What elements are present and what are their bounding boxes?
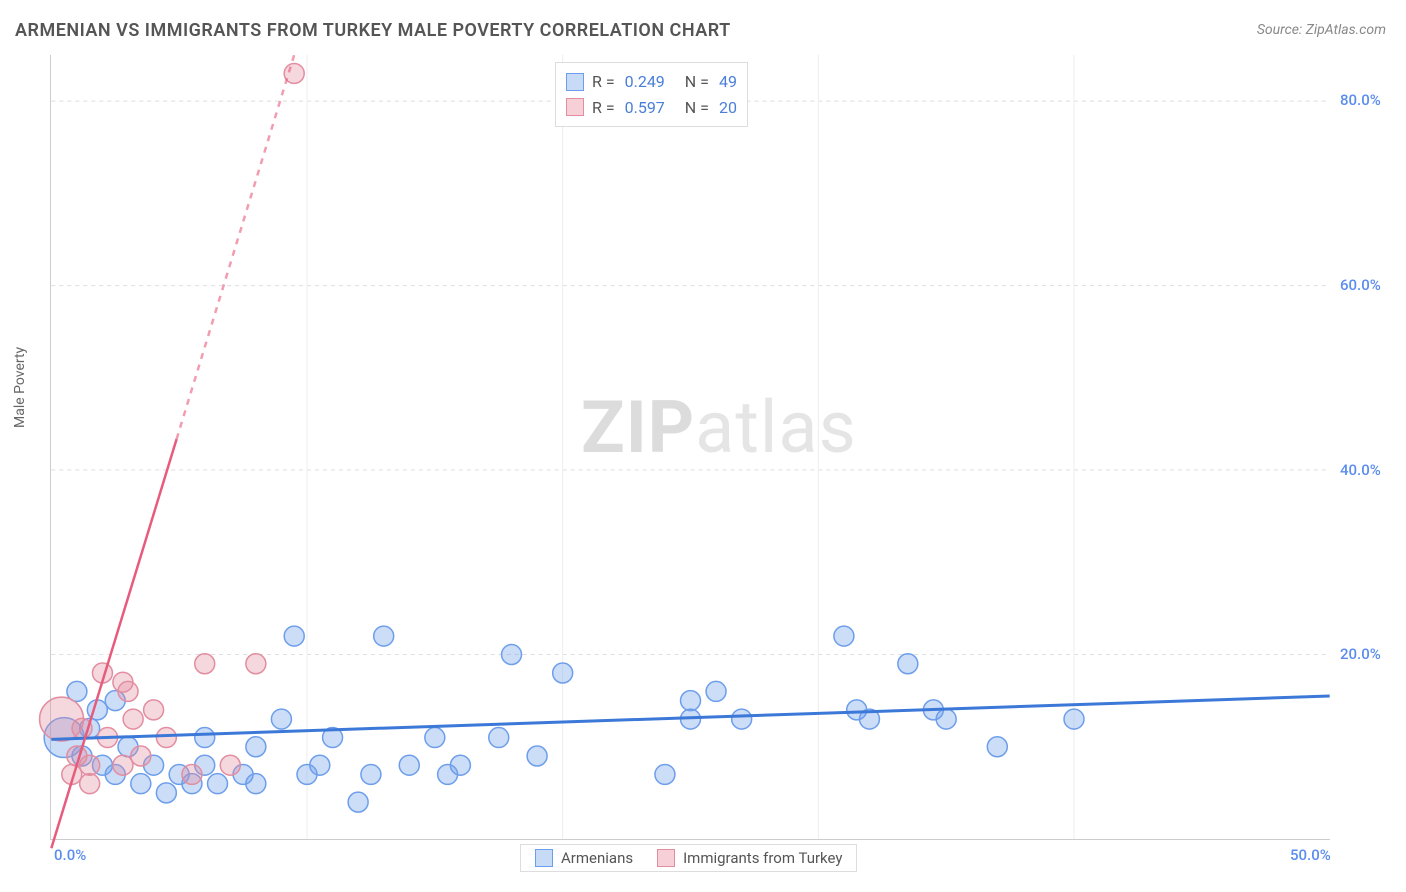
data-point (706, 681, 726, 701)
legend-item: Immigrants from Turkey (657, 849, 842, 867)
data-point (502, 645, 522, 665)
data-point (195, 654, 215, 674)
data-point (898, 654, 918, 674)
x-tick-label: 0.0% (54, 846, 86, 864)
data-point (1064, 709, 1084, 729)
data-point (246, 737, 266, 757)
data-point (131, 746, 151, 766)
data-point (246, 654, 266, 674)
plot-area: ZIPatlas (50, 55, 1330, 840)
data-point (80, 755, 100, 775)
data-point (348, 792, 368, 812)
data-point (399, 755, 419, 775)
y-tick-label: 40.0% (1340, 461, 1381, 479)
trend-line-dashed (177, 55, 295, 439)
data-point (131, 774, 151, 794)
stat-r-label: R = (592, 95, 615, 121)
data-point (156, 783, 176, 803)
stat-r-value: 0.597 (625, 95, 665, 121)
data-point (361, 764, 381, 784)
chart-title: ARMENIAN VS IMMIGRANTS FROM TURKEY MALE … (15, 20, 731, 41)
data-point (80, 774, 100, 794)
y-axis-label: Male Poverty (12, 347, 28, 428)
data-point (681, 691, 701, 711)
legend-swatch (535, 849, 553, 867)
stats-box: R = 0.249 N = 49 R = 0.597 N = 20 (555, 62, 748, 127)
y-tick-label: 20.0% (1340, 645, 1381, 663)
data-point (195, 728, 215, 748)
data-point (271, 709, 291, 729)
data-point (284, 626, 304, 646)
data-point (374, 626, 394, 646)
data-point (732, 709, 752, 729)
stats-row: R = 0.597 N = 20 (566, 95, 737, 121)
data-point (489, 728, 509, 748)
stat-n-label: N = (685, 95, 709, 121)
stat-n-label: N = (685, 69, 709, 95)
data-point (123, 709, 143, 729)
stat-r-label: R = (592, 69, 615, 95)
data-point (527, 746, 547, 766)
data-point (310, 755, 330, 775)
legend-label: Immigrants from Turkey (683, 849, 842, 867)
data-point (113, 755, 133, 775)
plot-svg (51, 55, 1330, 839)
data-point (834, 626, 854, 646)
stat-n-value: 49 (719, 69, 737, 95)
stat-r-value: 0.249 (625, 69, 665, 95)
legend-swatch (657, 849, 675, 867)
legend-label: Armenians (561, 849, 633, 867)
data-point (246, 774, 266, 794)
y-tick-label: 80.0% (1340, 91, 1381, 109)
data-point (425, 728, 445, 748)
data-point (987, 737, 1007, 757)
data-point (655, 764, 675, 784)
stat-n-value: 20 (719, 95, 737, 121)
data-point (118, 681, 138, 701)
data-point (156, 728, 176, 748)
stats-row: R = 0.249 N = 49 (566, 69, 737, 95)
data-point (208, 774, 228, 794)
data-point (936, 709, 956, 729)
stat-swatch (566, 98, 584, 116)
data-point (450, 755, 470, 775)
data-point (220, 755, 240, 775)
y-tick-label: 60.0% (1340, 276, 1381, 294)
legend-item: Armenians (535, 849, 633, 867)
data-point (144, 700, 164, 720)
legend: Armenians Immigrants from Turkey (520, 844, 857, 872)
x-tick-label: 50.0% (1290, 846, 1331, 864)
source-attribution: Source: ZipAtlas.com (1257, 22, 1386, 38)
stat-swatch (566, 73, 584, 91)
data-point (553, 663, 573, 683)
data-point (182, 764, 202, 784)
